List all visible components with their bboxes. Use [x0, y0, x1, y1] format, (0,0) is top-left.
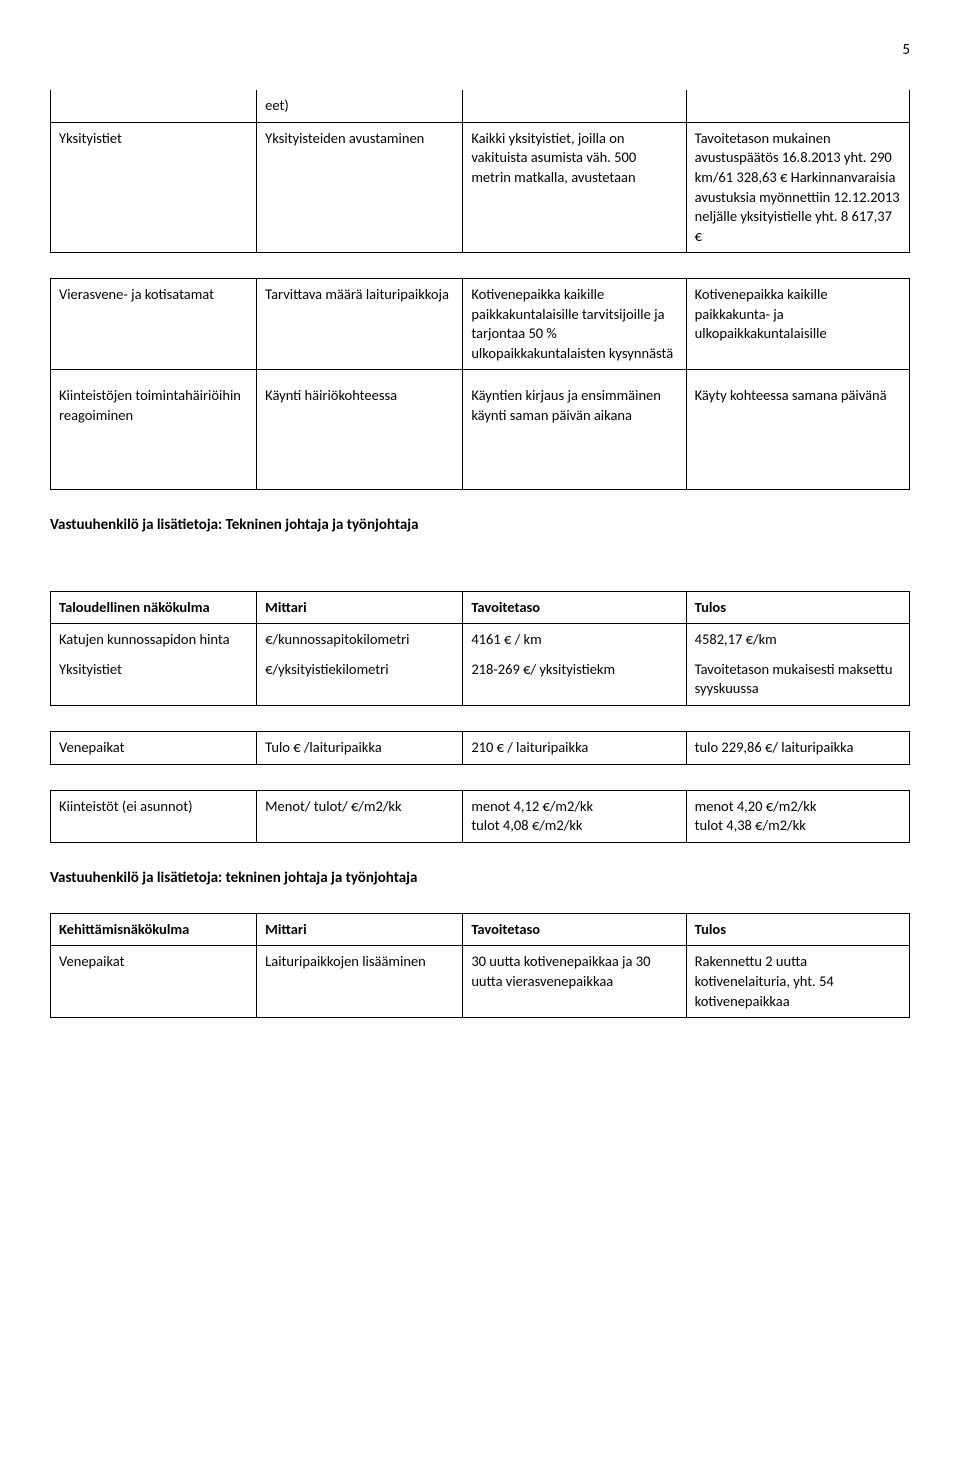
table-3: Taloudellinen näkökulma Mittari Tavoitet… — [50, 591, 910, 706]
header-cell: Tavoitetaso — [463, 913, 686, 946]
table-row: Yksityistiet Yksityisteiden avustaminen … — [51, 122, 910, 252]
cell-text: tulot 4,38 €/m2/kk — [695, 816, 901, 836]
cell-text: Kiinteistöjen toimintahäiriöihin reagoim… — [59, 386, 248, 425]
header-cell: Taloudellinen näkökulma — [51, 591, 257, 624]
cell-text: Yksityistiet — [59, 660, 248, 680]
cell: Venepaikat — [51, 731, 257, 764]
header-cell: Tulos — [686, 913, 909, 946]
cell: 30 uutta kotivenepaikkaa ja 30 uutta vie… — [463, 946, 686, 1018]
cell-text: Katujen kunnossapidon hinta — [59, 630, 248, 650]
cell-text: 218-269 €/ yksityistiekm — [471, 660, 677, 680]
cell-text: €/kunnossapitokilometri — [265, 630, 454, 650]
table-header-row: Taloudellinen näkökulma Mittari Tavoitet… — [51, 591, 910, 624]
table-row: Kiinteistöjen toimintahäiriöihin reagoim… — [51, 370, 910, 490]
cell-text: menot 4,20 €/m2/kk — [695, 797, 901, 817]
cell: Tulo € /laituripaikka — [257, 731, 463, 764]
cell — [51, 90, 257, 122]
cell: Venepaikat — [51, 946, 257, 1018]
table-row: Kiinteistöt (ei asunnot) Menot/ tulot/ €… — [51, 790, 910, 842]
cell: Kotivenepaikka kaikille paikkakuntalaisi… — [463, 279, 686, 370]
cell: Käynti häiriökohteessa — [257, 370, 463, 490]
cell: Tavoitetason mukainen avustuspäätös 16.8… — [686, 122, 909, 252]
cell-text: Tavoitetason mukaisesti maksettu syyskuu… — [695, 660, 901, 699]
header-cell: Mittari — [257, 913, 463, 946]
table-4: Venepaikat Tulo € /laituripaikka 210 € /… — [50, 731, 910, 765]
section-heading-2: Vastuuhenkilö ja lisätietoja: tekninen j… — [50, 868, 910, 888]
table-row: Venepaikat Laituripaikkojen lisääminen 3… — [51, 946, 910, 1018]
cell: Kaikki yksityistiet, joilla on vakituist… — [463, 122, 686, 252]
cell: Menot/ tulot/ €/m2/kk — [257, 790, 463, 842]
cell-text: 4161 € / km — [471, 630, 677, 650]
cell: 210 € / laituripaikka — [463, 731, 686, 764]
cell: €/kunnossapitokilometri €/yksityistiekil… — [257, 624, 463, 706]
cell: Kiinteistöt (ei asunnot) — [51, 790, 257, 842]
cell: Kiinteistöjen toimintahäiriöihin reagoim… — [51, 370, 257, 490]
cell: tulo 229,86 €/ laituripaikka — [686, 731, 909, 764]
cell-text: Käyntien kirjaus ja ensimmäinen käynti s… — [471, 386, 677, 425]
table-row: eet) — [51, 90, 910, 122]
section-heading-1: Vastuuhenkilö ja lisätietoja: Tekninen j… — [50, 515, 910, 535]
cell: Käyty kohteessa samana päivänä — [686, 370, 909, 490]
cell: Vierasvene- ja kotisatamat — [51, 279, 257, 370]
cell: Yksityisteiden avustaminen — [257, 122, 463, 252]
cell-text: Käynti häiriökohteessa — [265, 386, 454, 406]
cell: Yksityistiet — [51, 122, 257, 252]
header-cell: Kehittämisnäkökulma — [51, 913, 257, 946]
cell: Katujen kunnossapidon hinta Yksityistiet — [51, 624, 257, 706]
table-2: Vierasvene- ja kotisatamat Tarvittava mä… — [50, 278, 910, 490]
page-number: 5 — [50, 40, 910, 60]
header-cell: Tulos — [686, 591, 909, 624]
cell: Kotivenepaikka kaikille paikkakunta- ja … — [686, 279, 909, 370]
cell-text: €/yksityistiekilometri — [265, 660, 454, 680]
cell-text: menot 4,12 €/m2/kk — [471, 797, 677, 817]
table-row: Venepaikat Tulo € /laituripaikka 210 € /… — [51, 731, 910, 764]
cell-text: 4582,17 €/km — [695, 630, 901, 650]
cell — [686, 90, 909, 122]
cell: menot 4,20 €/m2/kk tulot 4,38 €/m2/kk — [686, 790, 909, 842]
cell — [463, 90, 686, 122]
cell: Rakennettu 2 uutta kotivenelaituria, yht… — [686, 946, 909, 1018]
table-row: Vierasvene- ja kotisatamat Tarvittava mä… — [51, 279, 910, 370]
cell: Laituripaikkojen lisääminen — [257, 946, 463, 1018]
cell: Tarvittava määrä laituripaikkoja — [257, 279, 463, 370]
cell: 4161 € / km 218-269 €/ yksityistiekm — [463, 624, 686, 706]
cell-text: tulot 4,08 €/m2/kk — [471, 816, 677, 836]
table-6: Kehittämisnäkökulma Mittari Tavoitetaso … — [50, 913, 910, 1018]
header-cell: Tavoitetaso — [463, 591, 686, 624]
cell: eet) — [257, 90, 463, 122]
table-1: eet) Yksityistiet Yksityisteiden avustam… — [50, 90, 910, 253]
table-5: Kiinteistöt (ei asunnot) Menot/ tulot/ €… — [50, 790, 910, 843]
header-cell: Mittari — [257, 591, 463, 624]
cell: Käyntien kirjaus ja ensimmäinen käynti s… — [463, 370, 686, 490]
table-row: Katujen kunnossapidon hinta Yksityistiet… — [51, 624, 910, 706]
cell-text: Käyty kohteessa samana päivänä — [695, 386, 901, 406]
cell: 4582,17 €/km Tavoitetason mukaisesti mak… — [686, 624, 909, 706]
table-header-row: Kehittämisnäkökulma Mittari Tavoitetaso … — [51, 913, 910, 946]
cell: menot 4,12 €/m2/kk tulot 4,08 €/m2/kk — [463, 790, 686, 842]
